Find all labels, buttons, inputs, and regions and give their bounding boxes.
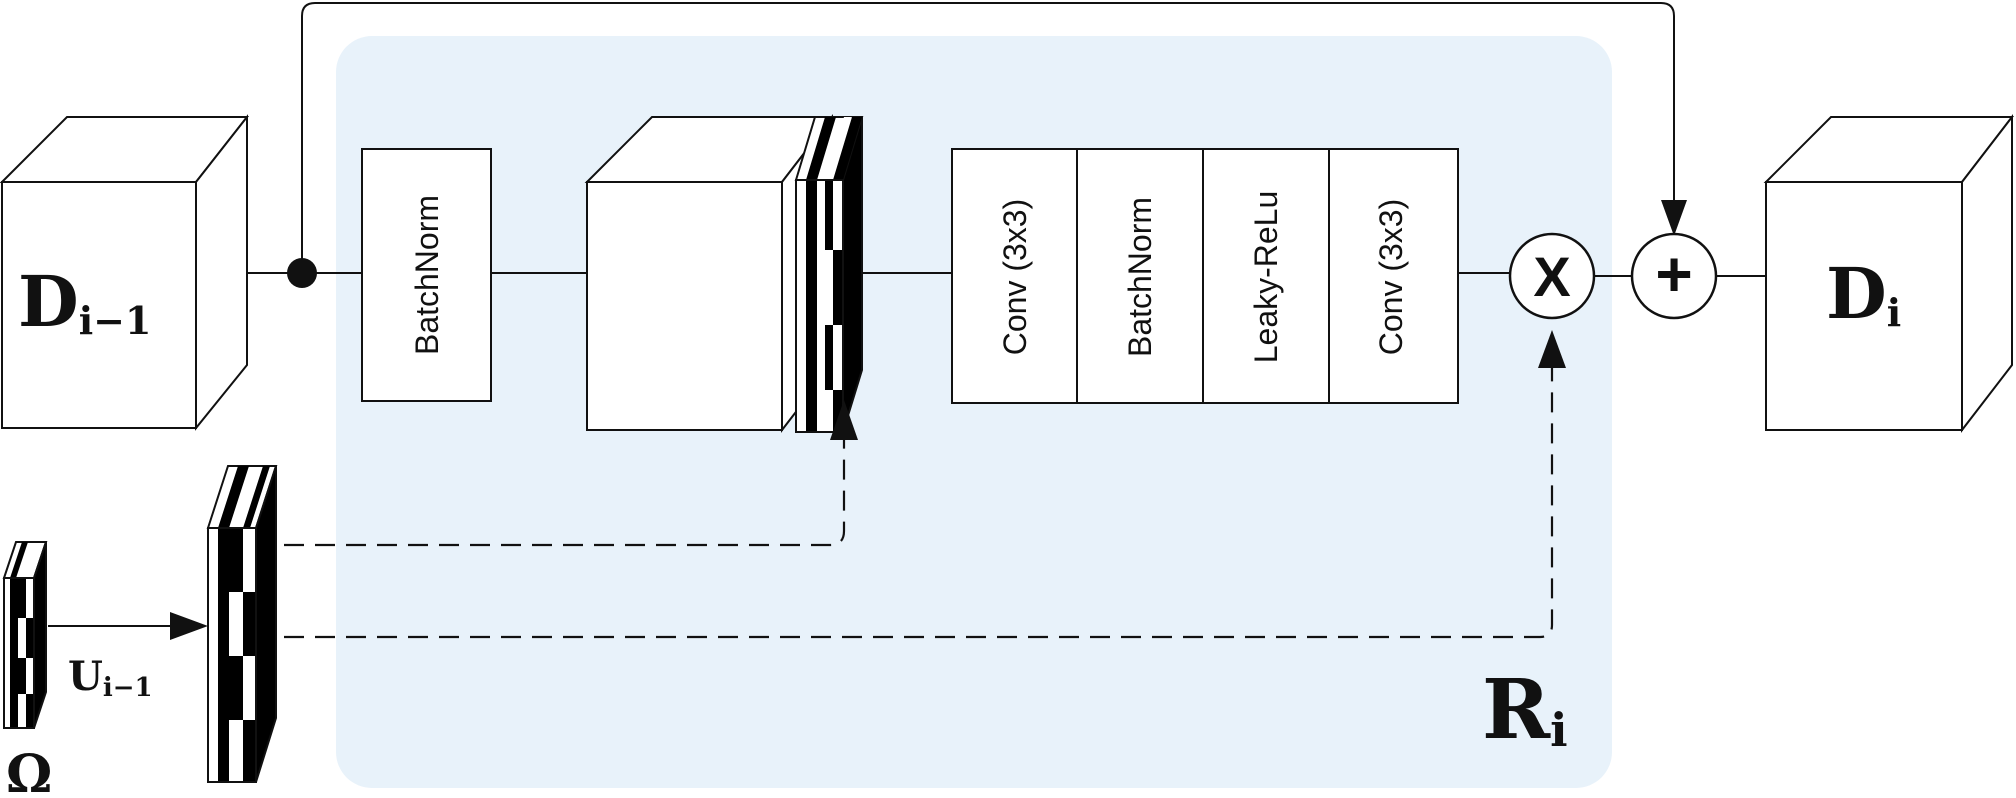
output-cube [1766, 117, 2012, 430]
batchnorm-label: BatchNorm [409, 195, 445, 355]
layer-leaky-relu-label: Leaky-ReLu [1248, 191, 1284, 364]
add-symbol: + [1655, 238, 1692, 310]
layer-conv-2-label: Conv (3x3) [1373, 199, 1409, 356]
layer-batchnorm-label: BatchNorm [1122, 197, 1158, 357]
upsample-arrowhead [170, 612, 208, 640]
split-node [287, 258, 317, 288]
large-mask [208, 466, 276, 782]
layer-conv-1-label: Conv (3x3) [997, 199, 1033, 356]
concat-mask [796, 117, 862, 432]
small-mask [4, 542, 46, 728]
upsample-label: Ui−1 [68, 653, 153, 703]
multiply-symbol: X [1533, 245, 1570, 308]
skip-connection-arrowhead [1661, 200, 1687, 236]
omega-label: Ω [6, 744, 52, 798]
